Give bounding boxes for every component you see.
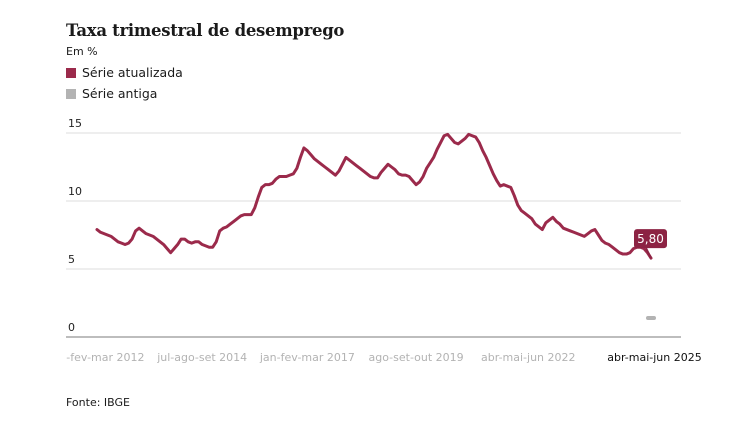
y-tick-label: 15 — [68, 117, 82, 130]
last-value-badge — [634, 229, 667, 249]
legend-item-serie-atualizada: Série atualizada — [66, 65, 183, 80]
x-tick-label: jul-ago-set 2014 — [156, 351, 247, 364]
x-tick-label: jan-fev-mar 2012 — [48, 351, 144, 364]
x-tick-label: jan-fev-mar 2017 — [259, 351, 355, 364]
x-tick-label: abr-mai-jun 2022 — [481, 351, 575, 364]
legend-label-serie-atualizada: Série atualizada — [82, 65, 183, 80]
legend-swatch-serie-antiga — [66, 88, 76, 99]
y-tick-label: 5 — [68, 253, 75, 266]
y-tick-label: 0 — [68, 321, 75, 334]
series-line-serie-atualizada — [95, 132, 653, 260]
last-value-label: 5,80 — [637, 232, 664, 246]
chart-source: Fonte: IBGE — [66, 396, 130, 409]
x-tick-label: ago-set-out 2019 — [369, 351, 464, 364]
y-tick-label: 10 — [68, 185, 82, 198]
x-tick-label: abr-mai-jun 2025 — [607, 351, 701, 364]
last-value-leader — [645, 247, 652, 259]
legend-item-serie-antiga: Série antiga — [66, 86, 157, 101]
chart-title: Taxa trimestral de desemprego — [66, 21, 345, 40]
legend-label-serie-antiga: Série antiga — [82, 86, 158, 101]
legend-swatch-serie-atualizada — [66, 67, 76, 78]
chart-subtitle: Em % — [66, 45, 98, 58]
